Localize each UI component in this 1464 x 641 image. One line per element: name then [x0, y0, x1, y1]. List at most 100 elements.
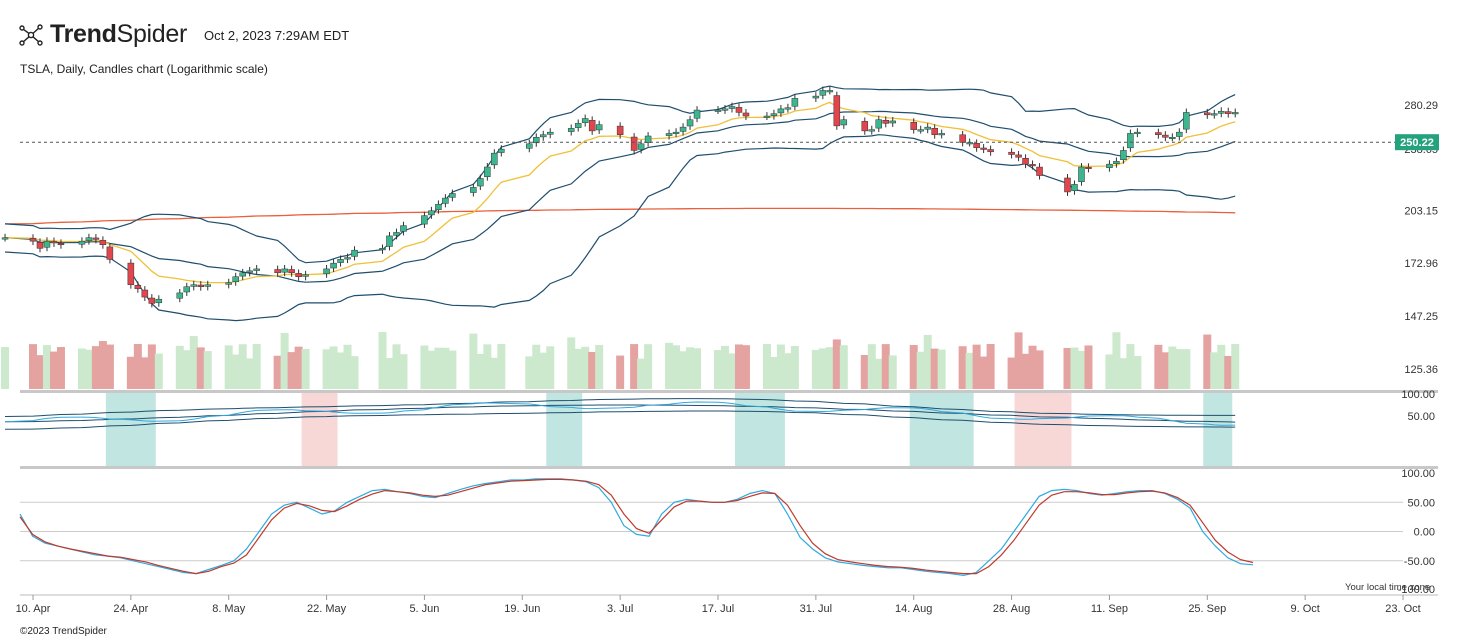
bollinger-middle-band: [4, 110, 1236, 283]
highlight-zone: [301, 393, 338, 466]
candle-body: [1176, 131, 1183, 137]
x-tick-label: 31. Jul: [800, 603, 832, 615]
volume-bar: [958, 346, 967, 389]
volume-bar: [679, 351, 688, 389]
candle-body: [1106, 163, 1113, 169]
volume-bar: [1161, 352, 1170, 389]
volume-bar: [154, 353, 163, 389]
volume-bar: [476, 354, 485, 389]
volume-bar: [909, 345, 918, 389]
candle-body: [498, 148, 505, 153]
volume-bar: [490, 357, 499, 389]
candle-body: [861, 121, 869, 132]
candle-body: [1078, 166, 1085, 182]
volume-bar: [881, 344, 890, 389]
volume-bar: [350, 356, 359, 389]
ema-line: [4, 101, 1236, 284]
candle-body: [819, 90, 827, 96]
volume-bar: [776, 344, 785, 389]
volume-bar: [322, 349, 331, 389]
volume-bar: [720, 345, 729, 389]
volume-bar: [175, 345, 184, 389]
volume-bar: [1154, 344, 1163, 389]
candle-body: [938, 133, 945, 136]
candle-body: [470, 187, 477, 193]
candle-body: [1127, 133, 1134, 149]
candle-body: [1162, 134, 1169, 138]
volume-bar: [790, 346, 799, 389]
volume-bar: [133, 344, 142, 389]
candle-body: [1008, 151, 1015, 155]
candle-body: [840, 119, 848, 126]
candle-body: [679, 126, 687, 132]
candle-body: [337, 259, 344, 263]
stoch-k-line: [19, 478, 1254, 577]
candle-body: [134, 285, 142, 290]
candle-body: [721, 108, 729, 111]
candle-body: [99, 239, 107, 246]
x-axis: 10. Apr 24. Apr 8. May 22. May 5. Jun 19. Jun…: [16, 594, 1438, 615]
trendspider-logo-icon: [19, 23, 43, 46]
volume-bar: [930, 348, 939, 389]
volume-bar: [252, 344, 261, 389]
candle-body: [1064, 177, 1071, 193]
x-tick-label: 17. Jul: [702, 603, 734, 615]
volume-bar: [672, 345, 681, 389]
candle-body: [546, 131, 554, 135]
volume-bar: [714, 350, 722, 389]
volume-bar: [441, 347, 450, 389]
candle-body: [1029, 164, 1036, 167]
stoch-tick-label: 0.00: [1414, 527, 1435, 539]
volume-bar: [574, 348, 583, 389]
stoch-tick-label: -50.00: [1404, 556, 1435, 568]
candle-body: [141, 289, 149, 298]
volume-bar: [1231, 344, 1240, 389]
volume-bar: [525, 356, 534, 389]
candle-body: [1225, 111, 1232, 114]
x-tick-label: 22. May: [307, 603, 347, 615]
volume-bar: [378, 332, 387, 389]
chart-timestamp: Oct 2, 2023 7:29AM EDT: [204, 28, 350, 43]
volume-bar: [399, 354, 408, 389]
candle-body: [421, 215, 428, 225]
osc-tick-label: 50.00: [1407, 411, 1435, 423]
candle-body: [777, 108, 785, 114]
volume-bar: [734, 344, 743, 389]
volume-bar: [839, 345, 848, 389]
candle-body: [386, 235, 393, 247]
price-tick-label: 280.29: [1404, 100, 1438, 112]
candle-body: [868, 129, 876, 132]
volume-bar: [385, 357, 394, 389]
x-tick-label: 14. Aug: [895, 603, 932, 615]
candle-body: [190, 284, 198, 287]
volume-bar: [1112, 332, 1121, 389]
volume-bar: [1, 347, 10, 389]
brand-name: TrendSpider: [50, 20, 188, 48]
volume-bar: [1105, 354, 1114, 389]
volume-bar: [1203, 334, 1212, 389]
volume-bar: [231, 354, 240, 389]
x-tick-label: 3. Jul: [607, 603, 633, 615]
candle-body: [588, 120, 596, 132]
candle-body: [274, 269, 281, 274]
volume-bar: [448, 350, 457, 389]
volume-bar: [825, 347, 834, 389]
volume-bar: [42, 345, 51, 389]
candle-body: [204, 284, 211, 287]
candle-body: [1183, 112, 1190, 130]
candle-body: [973, 143, 980, 149]
candle-body: [882, 119, 890, 124]
brand-logo[interactable]: TrendSpider: [18, 20, 187, 49]
volume-bar: [783, 353, 792, 389]
x-tick-label: 9. Oct: [1290, 603, 1319, 615]
candle-body: [57, 242, 65, 246]
volume-bar: [147, 344, 156, 389]
volume-bar: [1070, 347, 1079, 389]
volume-bar: [1077, 350, 1086, 389]
volume-bar: [189, 336, 198, 389]
candle-body: [672, 131, 680, 134]
x-tick-label: 28. Aug: [993, 603, 1030, 615]
volume-bar: [567, 337, 576, 389]
volume-bar: [1182, 349, 1191, 389]
